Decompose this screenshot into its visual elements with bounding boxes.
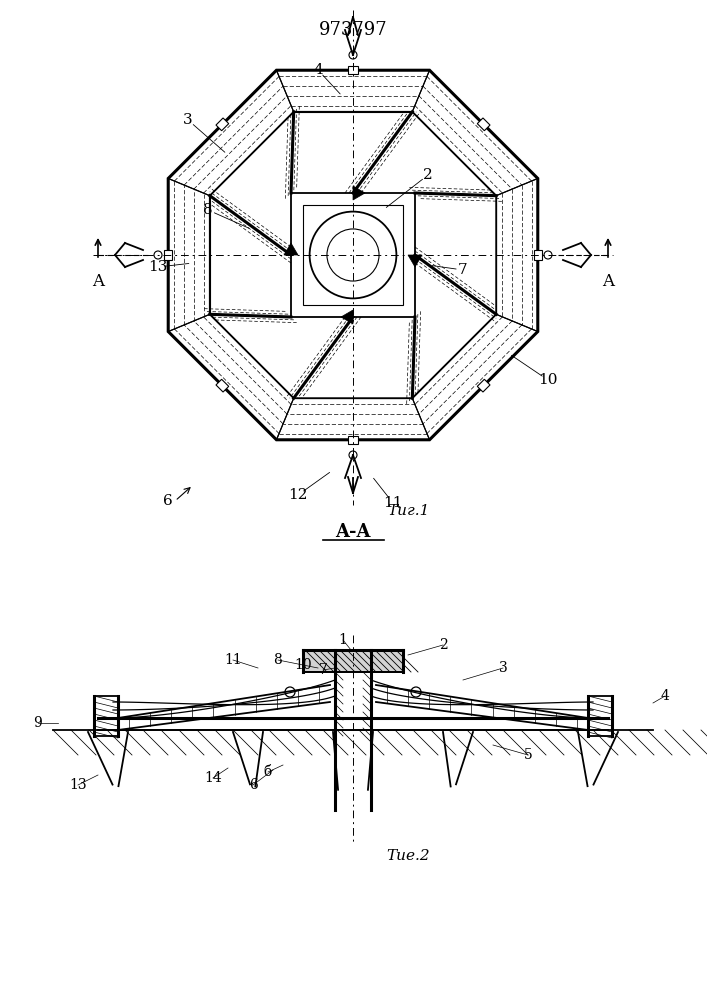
Polygon shape bbox=[164, 250, 173, 260]
Text: 7: 7 bbox=[458, 263, 468, 277]
Polygon shape bbox=[477, 379, 490, 392]
Text: 4: 4 bbox=[660, 689, 670, 703]
Text: 2: 2 bbox=[438, 638, 448, 652]
Polygon shape bbox=[348, 436, 358, 444]
Polygon shape bbox=[284, 243, 298, 255]
Text: 13: 13 bbox=[148, 260, 168, 274]
Polygon shape bbox=[534, 250, 542, 260]
Text: 10: 10 bbox=[294, 658, 312, 672]
Text: 6: 6 bbox=[249, 778, 257, 792]
Text: 9: 9 bbox=[34, 716, 42, 730]
Text: 2: 2 bbox=[423, 168, 433, 182]
Text: A-A: A-A bbox=[335, 523, 370, 541]
Bar bbox=[291, 193, 415, 317]
Circle shape bbox=[310, 212, 397, 298]
Text: 3: 3 bbox=[498, 661, 508, 675]
Text: 6: 6 bbox=[163, 494, 173, 508]
Polygon shape bbox=[408, 255, 422, 267]
Polygon shape bbox=[216, 118, 228, 131]
Text: 13: 13 bbox=[69, 778, 87, 792]
Polygon shape bbox=[216, 379, 228, 392]
Text: 11: 11 bbox=[224, 653, 242, 667]
Text: 3: 3 bbox=[183, 113, 193, 127]
Text: A: A bbox=[92, 273, 104, 290]
Text: 7: 7 bbox=[319, 663, 327, 677]
Polygon shape bbox=[341, 310, 353, 324]
Bar bbox=[303, 205, 402, 305]
Polygon shape bbox=[353, 186, 365, 200]
Text: 14: 14 bbox=[204, 771, 222, 785]
Text: 11: 11 bbox=[383, 496, 403, 510]
Text: 1: 1 bbox=[339, 633, 347, 647]
Text: 5: 5 bbox=[524, 748, 532, 762]
Text: 10: 10 bbox=[538, 373, 558, 387]
Text: б: б bbox=[264, 765, 272, 779]
Text: Τиг.1: Τиг.1 bbox=[387, 504, 429, 518]
Bar bbox=[303, 650, 403, 672]
Circle shape bbox=[285, 687, 295, 697]
Text: 12: 12 bbox=[288, 488, 308, 502]
Polygon shape bbox=[477, 118, 490, 131]
Text: Τие.2: Τие.2 bbox=[386, 849, 430, 863]
Text: 4: 4 bbox=[313, 63, 323, 77]
Text: 8: 8 bbox=[274, 653, 282, 667]
Text: A: A bbox=[602, 273, 614, 290]
Text: 973797: 973797 bbox=[319, 21, 387, 39]
Text: 8: 8 bbox=[203, 203, 213, 217]
Polygon shape bbox=[348, 66, 358, 74]
Circle shape bbox=[411, 687, 421, 697]
